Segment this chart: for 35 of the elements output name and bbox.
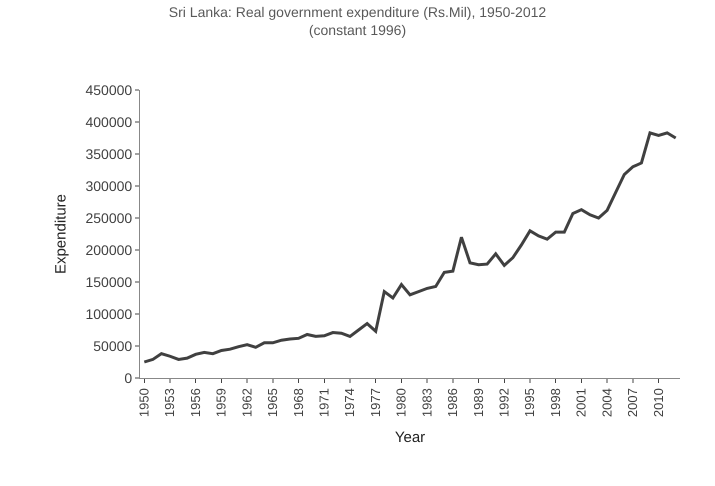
x-tick-label: 1992 [496, 388, 512, 418]
x-tick-label: 1983 [419, 388, 434, 418]
x-tick-label: 1950 [136, 388, 152, 418]
y-tick-label: 250000 [85, 210, 132, 226]
y-tick-label: 100000 [85, 306, 132, 322]
y-tick-label: 400000 [85, 114, 132, 130]
x-tick-label: 1971 [316, 388, 332, 418]
y-tick-label: 150000 [85, 274, 132, 290]
x-tick-label: 1998 [548, 388, 563, 418]
x-tick-label: 1962 [239, 388, 254, 418]
x-tick-label: 2001 [574, 388, 589, 418]
x-tick-label: 1956 [188, 388, 203, 418]
x-tick-label: 2004 [599, 388, 614, 418]
line-series [142, 131, 678, 364]
chart-title: Sri Lanka: Real government expenditure (Rs.Mil), 1950-2012 (constant 1996) [168, 4, 546, 38]
x-tick-label: 1974 [342, 388, 358, 418]
x-tick-label: 1989 [470, 388, 486, 418]
x-tick-label: 1995 [522, 388, 538, 418]
y-tick-label: 0 [124, 370, 132, 386]
y-tick-label: 50000 [93, 338, 132, 354]
y-tick-label: 450000 [85, 82, 132, 98]
x-tick-label: 2007 [625, 388, 640, 418]
x-tick-label: 1977 [368, 388, 383, 418]
x-tick-label: 1953 [162, 388, 178, 418]
y-axis-title: Expenditure [52, 194, 70, 274]
x-tick-label: 1959 [214, 388, 229, 418]
x-tick-label: 1968 [290, 388, 306, 418]
x-axis-title: Year [394, 429, 426, 446]
x-tick-label: 2010 [650, 388, 666, 418]
x-tick-label: 1965 [265, 388, 280, 418]
y-tick-label: 200000 [85, 242, 132, 258]
x-tick-label: 1986 [445, 388, 460, 418]
y-tick-label: 300000 [85, 178, 132, 194]
y-tick-label: 350000 [85, 146, 132, 162]
x-tick-label: 1980 [394, 388, 409, 418]
